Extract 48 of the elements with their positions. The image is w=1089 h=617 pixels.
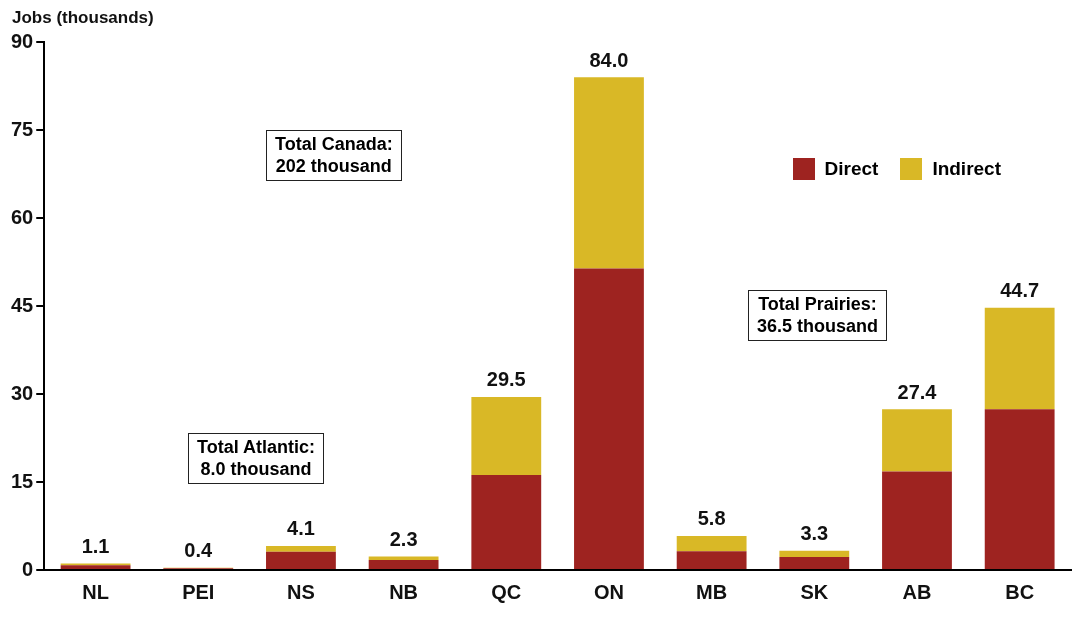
- x-tick-label: ON: [593, 580, 624, 603]
- bar: [368, 560, 439, 569]
- total-label: 27.4: [897, 380, 938, 403]
- bar: [471, 474, 542, 569]
- bar: [676, 535, 747, 552]
- total-label: 4.1: [287, 517, 315, 540]
- x-tick-label: SK: [800, 580, 829, 603]
- annotation: Total Atlantic: 8.0 thousand: [188, 433, 324, 485]
- y-tick-label: 90: [11, 29, 34, 52]
- annotation: Total Prairies: 36.5 thousand: [748, 290, 888, 342]
- x-tick-label: AB: [902, 580, 932, 603]
- y-tick-label: 45: [11, 293, 34, 316]
- legend-label: Direct: [824, 158, 879, 180]
- bar: [984, 307, 1055, 410]
- bar: [779, 550, 850, 558]
- bar: [984, 409, 1055, 569]
- total-label: 2.3: [389, 528, 418, 551]
- bar: [779, 557, 850, 569]
- bar: [266, 545, 336, 552]
- bar: [266, 551, 336, 569]
- legend-label: Indirect: [932, 158, 1001, 180]
- total-label: 5.8: [697, 507, 726, 530]
- y-tick-label: 75: [11, 117, 34, 140]
- x-tick-label: MB: [696, 580, 728, 603]
- annotation: Total Canada: 202 thousand: [266, 130, 402, 182]
- x-tick-label: QC: [491, 580, 522, 603]
- bar: [574, 268, 644, 569]
- bar: [471, 396, 542, 475]
- total-label: 29.5: [486, 368, 526, 391]
- y-tick-label: 60: [11, 205, 34, 228]
- y-axis-title: Jobs (thousands): [12, 8, 154, 28]
- total-label: 44.7: [1000, 279, 1040, 302]
- total-label: 1.1: [81, 535, 110, 558]
- bar: [882, 409, 952, 472]
- x-tick-label: NL: [82, 580, 109, 603]
- y-tick-label: 30: [11, 381, 34, 404]
- x-tick-label: NB: [389, 580, 419, 603]
- x-tick-label: PEI: [182, 580, 215, 603]
- bar: [574, 77, 644, 269]
- x-tick-label: NS: [287, 580, 315, 603]
- total-label: 84.0: [589, 48, 629, 71]
- bar: [882, 471, 952, 569]
- y-tick-label: 0: [22, 557, 34, 580]
- y-tick-label: 15: [11, 469, 34, 492]
- bar: [676, 551, 747, 569]
- x-tick-label: BC: [1005, 580, 1035, 603]
- total-label: 0.4: [184, 539, 214, 562]
- total-label: 3.3: [800, 522, 829, 545]
